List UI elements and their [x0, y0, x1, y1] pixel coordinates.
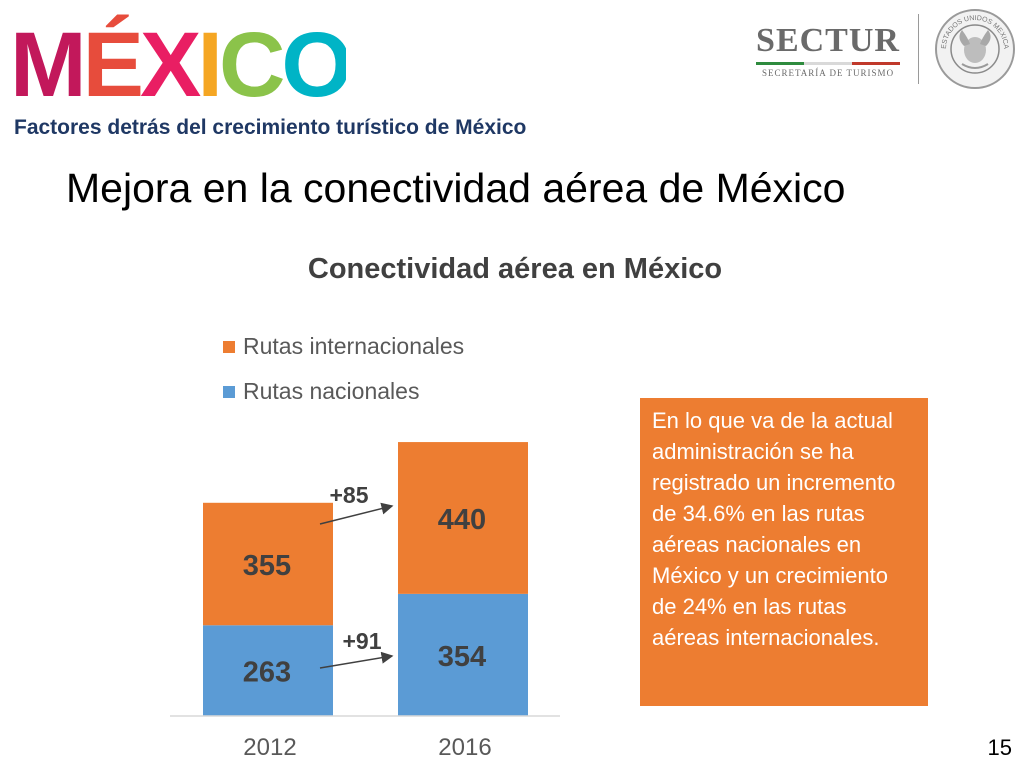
x-tick-label-2012: 2012: [243, 734, 296, 761]
stacked-bar-chart: Rutas internacionales Rutas nacionales 26…: [170, 333, 560, 761]
bar-rutas-internacionales-2016: [398, 442, 528, 594]
sectur-flag-bar: [756, 62, 900, 65]
logo-letter-x: X: [140, 14, 201, 108]
section-subtitle: Factores detrás del crecimiento turístic…: [14, 116, 527, 139]
logo-letter-m: M: [10, 14, 83, 108]
chart-bars: 263 355 354 440: [203, 442, 528, 716]
logo-letter-o: O: [281, 14, 346, 108]
logo-letter-i: I: [197, 14, 219, 108]
data-label-rutas-nacionales-2016: 354: [438, 641, 486, 673]
sectur-wordmark: SECTUR: [756, 22, 900, 59]
bar-rutas-nacionales-2012: [203, 625, 333, 716]
svg-text:MÉXICO: MÉXICO: [10, 13, 346, 108]
page-number: 15: [987, 735, 1012, 760]
bar-rutas-internacionales-2012: [203, 502, 333, 626]
legend-swatch-rutas-internacionales: [223, 341, 235, 353]
sectur-subtitle: SECRETARÍA DE TURISMO: [761, 68, 895, 78]
chart-annotations: +91 +85: [319, 482, 394, 669]
sectur-logo: SECTUR SECRETARÍA DE TURISMO: [748, 22, 908, 82]
growth-label-rutas-internacionales: +85: [329, 482, 368, 508]
national-seal-icon: ESTADOS UNIDOS MEXICANOS: [934, 8, 1015, 89]
data-label-rutas-internacionales-2012: 355: [243, 550, 291, 582]
chart-legend: Rutas internacionales Rutas nacionales: [223, 333, 464, 404]
legend-label-rutas-nacionales: Rutas nacionales: [243, 378, 419, 404]
callout-text: En lo que va de la actual administración…: [652, 408, 896, 650]
mexico-brand-logo: MÉXICO: [10, 13, 346, 108]
header-divider: [918, 14, 919, 84]
x-axis-labels: 2012 2016: [243, 734, 491, 761]
logo-letter-c: C: [219, 14, 283, 108]
growth-label-rutas-nacionales: +91: [342, 628, 381, 654]
data-label-rutas-internacionales-2016: 440: [438, 504, 486, 536]
chart-title: Conectividad aérea en México: [307, 253, 723, 285]
slide-headline: Mejora en la conectividad aérea de Méxic…: [66, 165, 846, 211]
growth-arrow-rutas-internacionales: [319, 502, 394, 525]
data-label-rutas-nacionales-2012: 263: [243, 657, 291, 689]
legend-label-rutas-internacionales: Rutas internacionales: [243, 333, 464, 359]
bar-rutas-nacionales-2016: [398, 593, 528, 716]
legend-swatch-rutas-nacionales: [223, 386, 235, 398]
growth-arrow-rutas-nacionales: [319, 651, 394, 669]
callout-box: En lo que va de la actual administración…: [640, 398, 928, 706]
x-tick-label-2016: 2016: [438, 734, 491, 761]
logo-letter-e: É: [83, 13, 141, 108]
